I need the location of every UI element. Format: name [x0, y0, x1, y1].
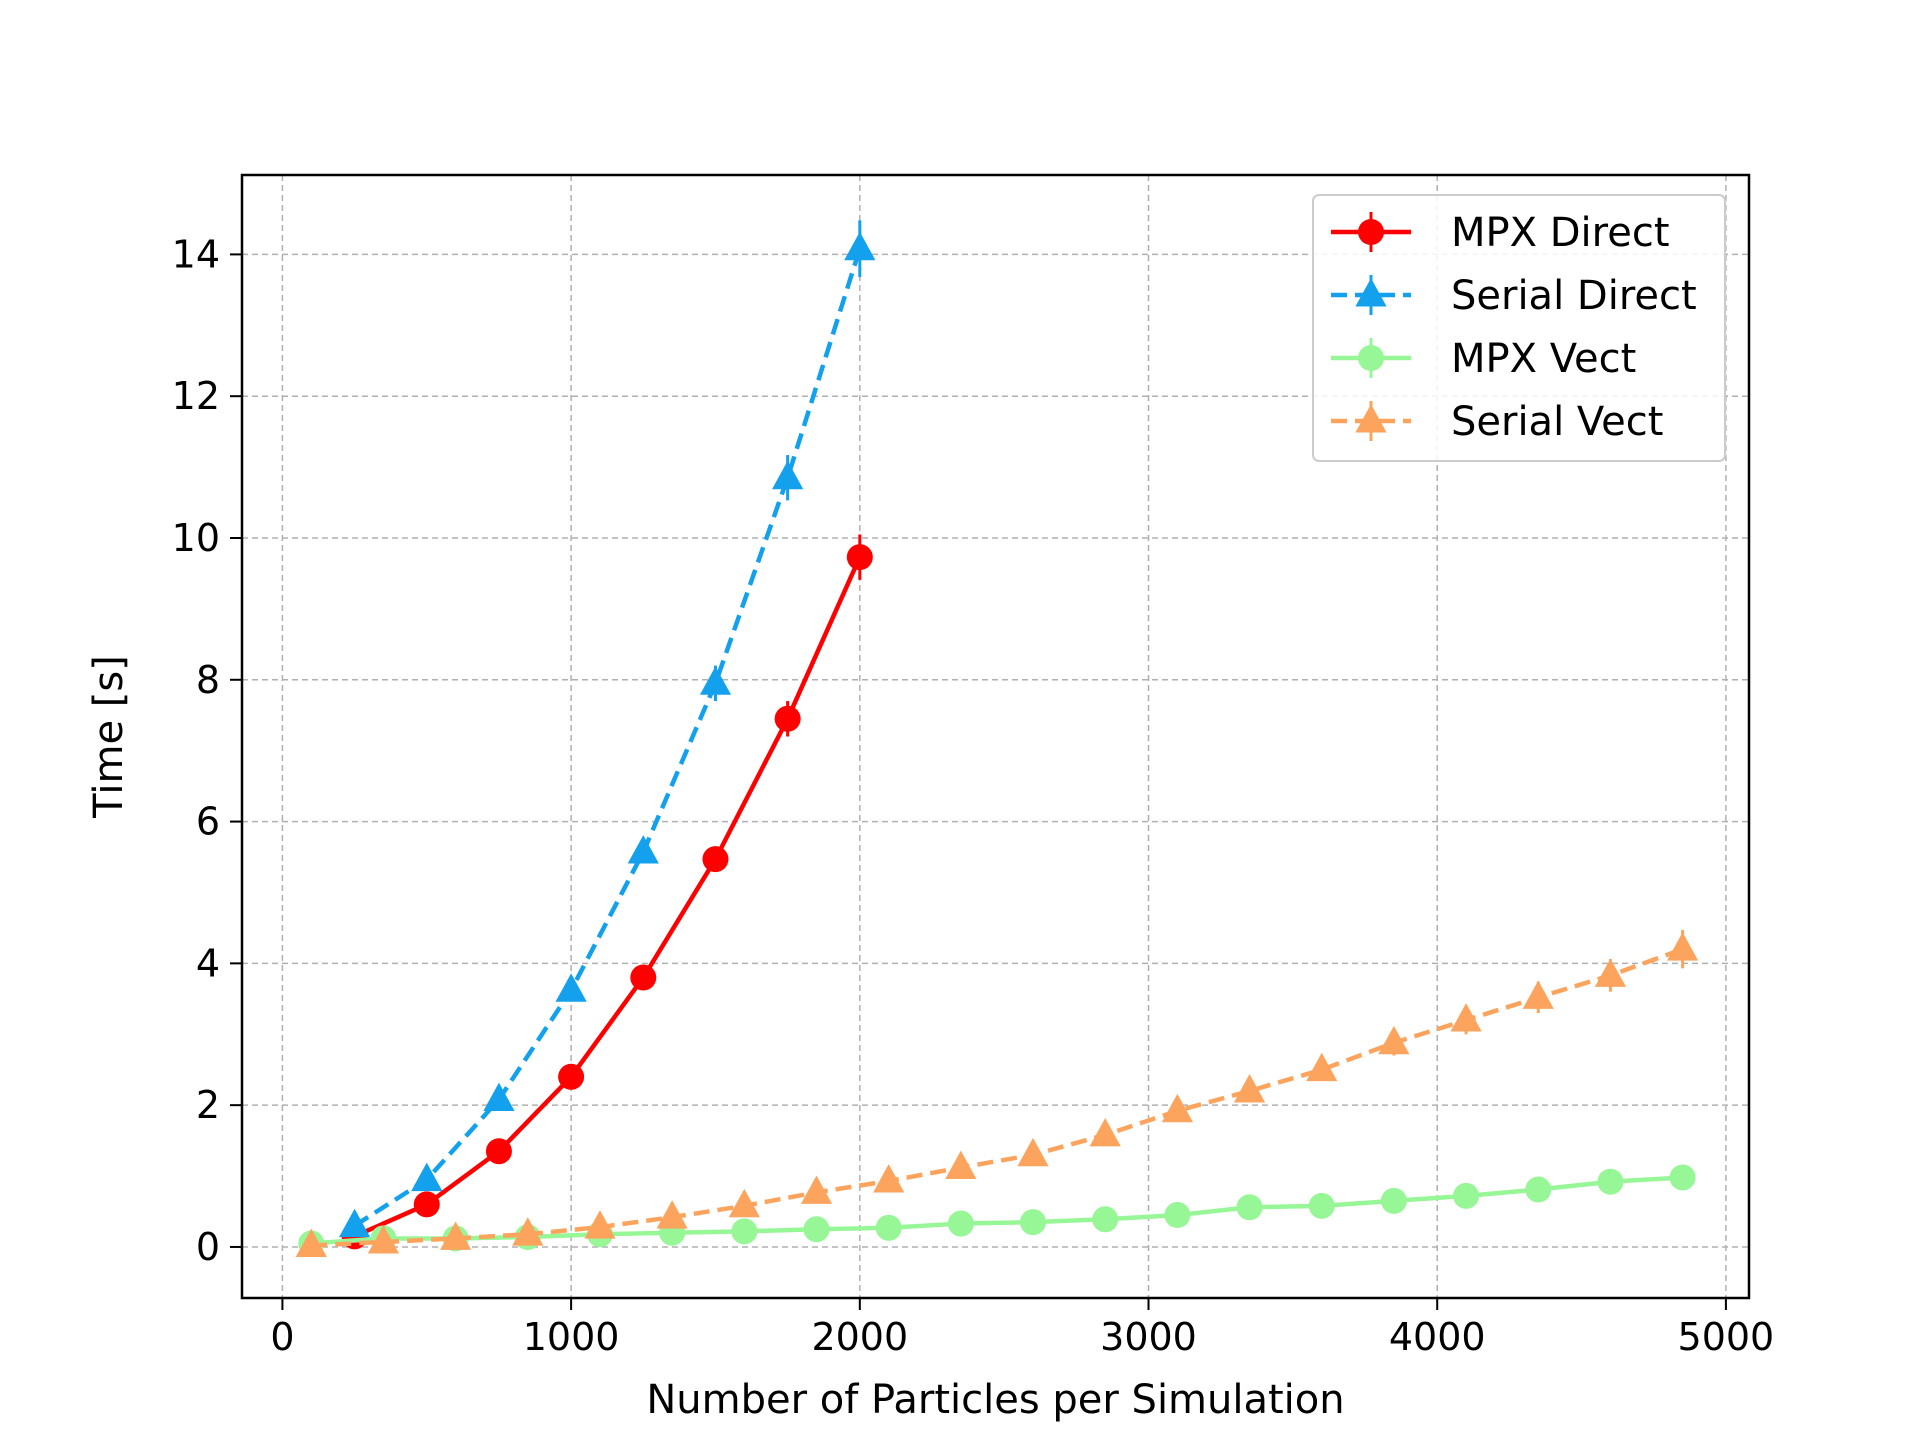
legend-label-serial-direct: Serial Direct	[1451, 273, 1697, 319]
data-point-mpx-vect	[1525, 1176, 1552, 1203]
y-tick-label: 8	[196, 658, 220, 702]
y-axis-label: Time [s]	[86, 655, 132, 819]
legend-marker-mpx-vect	[1358, 345, 1384, 371]
data-point-serial-vect	[945, 1150, 977, 1180]
plot-frame	[240, 173, 1751, 1300]
y-tick-label: 14	[172, 232, 220, 276]
series-line-mpx-direct	[353, 556, 862, 1239]
data-point-serial-vect	[1450, 1003, 1482, 1032]
ticks: 0 1000 2000 3000 4000 5000 0 2 4 6 8 10 12 14	[172, 232, 1775, 1359]
legend-marker-serial-direct	[1355, 278, 1387, 307]
data-point-mpx-vect	[875, 1214, 902, 1241]
data-point-serial-vect	[1161, 1093, 1193, 1123]
series-mpx-direct	[341, 534, 873, 1250]
data-point-mpx-direct	[846, 544, 873, 571]
data-point-serial-vect	[1594, 958, 1627, 987]
data-point-serial-vect	[1017, 1137, 1049, 1167]
x-tick-label: 2000	[811, 1315, 908, 1359]
series-mpx-vect	[298, 1164, 1696, 1257]
data-point-serial-vect	[728, 1188, 760, 1218]
legend-entry-mpx-vect: MPX Vect	[1331, 336, 1636, 382]
data-point-mpx-vect	[947, 1210, 974, 1237]
data-point-serial-vect	[512, 1217, 544, 1246]
data-point-mpx-vect	[1236, 1194, 1263, 1221]
data-point-mpx-vect	[1092, 1206, 1119, 1233]
x-tick-label: 5000	[1678, 1315, 1775, 1359]
data-point-mpx-vect	[1380, 1187, 1407, 1214]
y-tick-label: 2	[196, 1083, 220, 1127]
y-tick-label: 0	[196, 1225, 220, 1269]
series-line-serial-vect	[311, 947, 1684, 1248]
data-point-mpx-vect	[1597, 1168, 1624, 1195]
data-point-serial-vect	[1306, 1052, 1338, 1082]
legend-label-mpx-vect: MPX Vect	[1451, 336, 1636, 382]
legend-box	[1312, 194, 1726, 462]
data-point-mpx-vect	[803, 1216, 830, 1243]
y-tick-label: 6	[196, 800, 220, 844]
data-point-serial-direct	[699, 666, 732, 695]
x-tick-label: 3000	[1100, 1315, 1197, 1359]
x-tick-label: 1000	[523, 1315, 620, 1359]
legend-marker-serial-vect	[1355, 404, 1387, 433]
data-point-serial-direct	[483, 1082, 515, 1111]
data-point-serial-direct	[555, 973, 587, 1002]
data-point-mpx-direct	[413, 1191, 440, 1218]
legend-entry-mpx-direct: MPX Direct	[1331, 210, 1670, 256]
x-axis-label: Number of Particles per Simulation	[646, 1377, 1344, 1423]
data-point-serial-vect	[440, 1221, 472, 1250]
data-point-mpx-direct	[485, 1138, 512, 1165]
legend-entry-serial-vect: Serial Vect	[1331, 399, 1663, 445]
data-point-mpx-vect	[1308, 1192, 1335, 1219]
data-point-serial-vect	[1666, 932, 1699, 961]
data-point-serial-vect	[584, 1210, 616, 1239]
data-point-serial-vect	[1089, 1118, 1121, 1147]
y-tick-label: 4	[196, 941, 220, 985]
legend-entry-serial-direct: Serial Direct	[1331, 273, 1697, 319]
data-point-serial-vect	[295, 1228, 327, 1258]
data-point-mpx-direct	[630, 964, 657, 991]
legend-label-serial-vect: Serial Vect	[1451, 399, 1663, 445]
data-point-serial-direct	[627, 835, 659, 864]
data-point-serial-vect	[1378, 1025, 1410, 1055]
series-serial-vect	[295, 930, 1699, 1258]
data-point-mpx-vect	[1453, 1182, 1480, 1209]
y-tick-label: 10	[172, 516, 220, 560]
data-point-serial-direct	[338, 1208, 371, 1238]
data-point-serial-direct	[772, 460, 804, 490]
x-tick-label: 4000	[1389, 1315, 1486, 1359]
data-point-mpx-direct	[702, 846, 729, 873]
data-point-serial-vect	[1522, 980, 1554, 1009]
data-point-serial-vect	[1233, 1074, 1266, 1103]
data-point-mpx-vect	[1669, 1164, 1696, 1191]
y-tick-label: 12	[172, 374, 220, 418]
data-point-mpx-vect	[1164, 1202, 1191, 1229]
data-point-mpx-direct	[558, 1063, 585, 1090]
x-tick-label: 0	[270, 1315, 294, 1359]
legend-label-mpx-direct: MPX Direct	[1451, 210, 1670, 256]
data-point-serial-vect	[873, 1164, 905, 1193]
data-point-serial-direct	[844, 231, 876, 261]
data-point-mpx-vect	[731, 1218, 758, 1245]
series-line-serial-direct	[353, 248, 862, 1228]
series-serial-direct	[338, 220, 876, 1238]
legend-marker-mpx-direct	[1358, 219, 1384, 245]
data-point-serial-direct	[411, 1162, 443, 1192]
legend: MPX Direct Serial Direct MPX Vect Serial Ve…	[1312, 194, 1726, 462]
data-point-mpx-vect	[1020, 1209, 1047, 1236]
series-layer	[295, 220, 1699, 1258]
data-point-mpx-direct	[774, 705, 801, 732]
data-point-serial-vect	[800, 1175, 833, 1204]
data-point-serial-vect	[367, 1225, 400, 1254]
data-point-serial-vect	[656, 1200, 688, 1229]
